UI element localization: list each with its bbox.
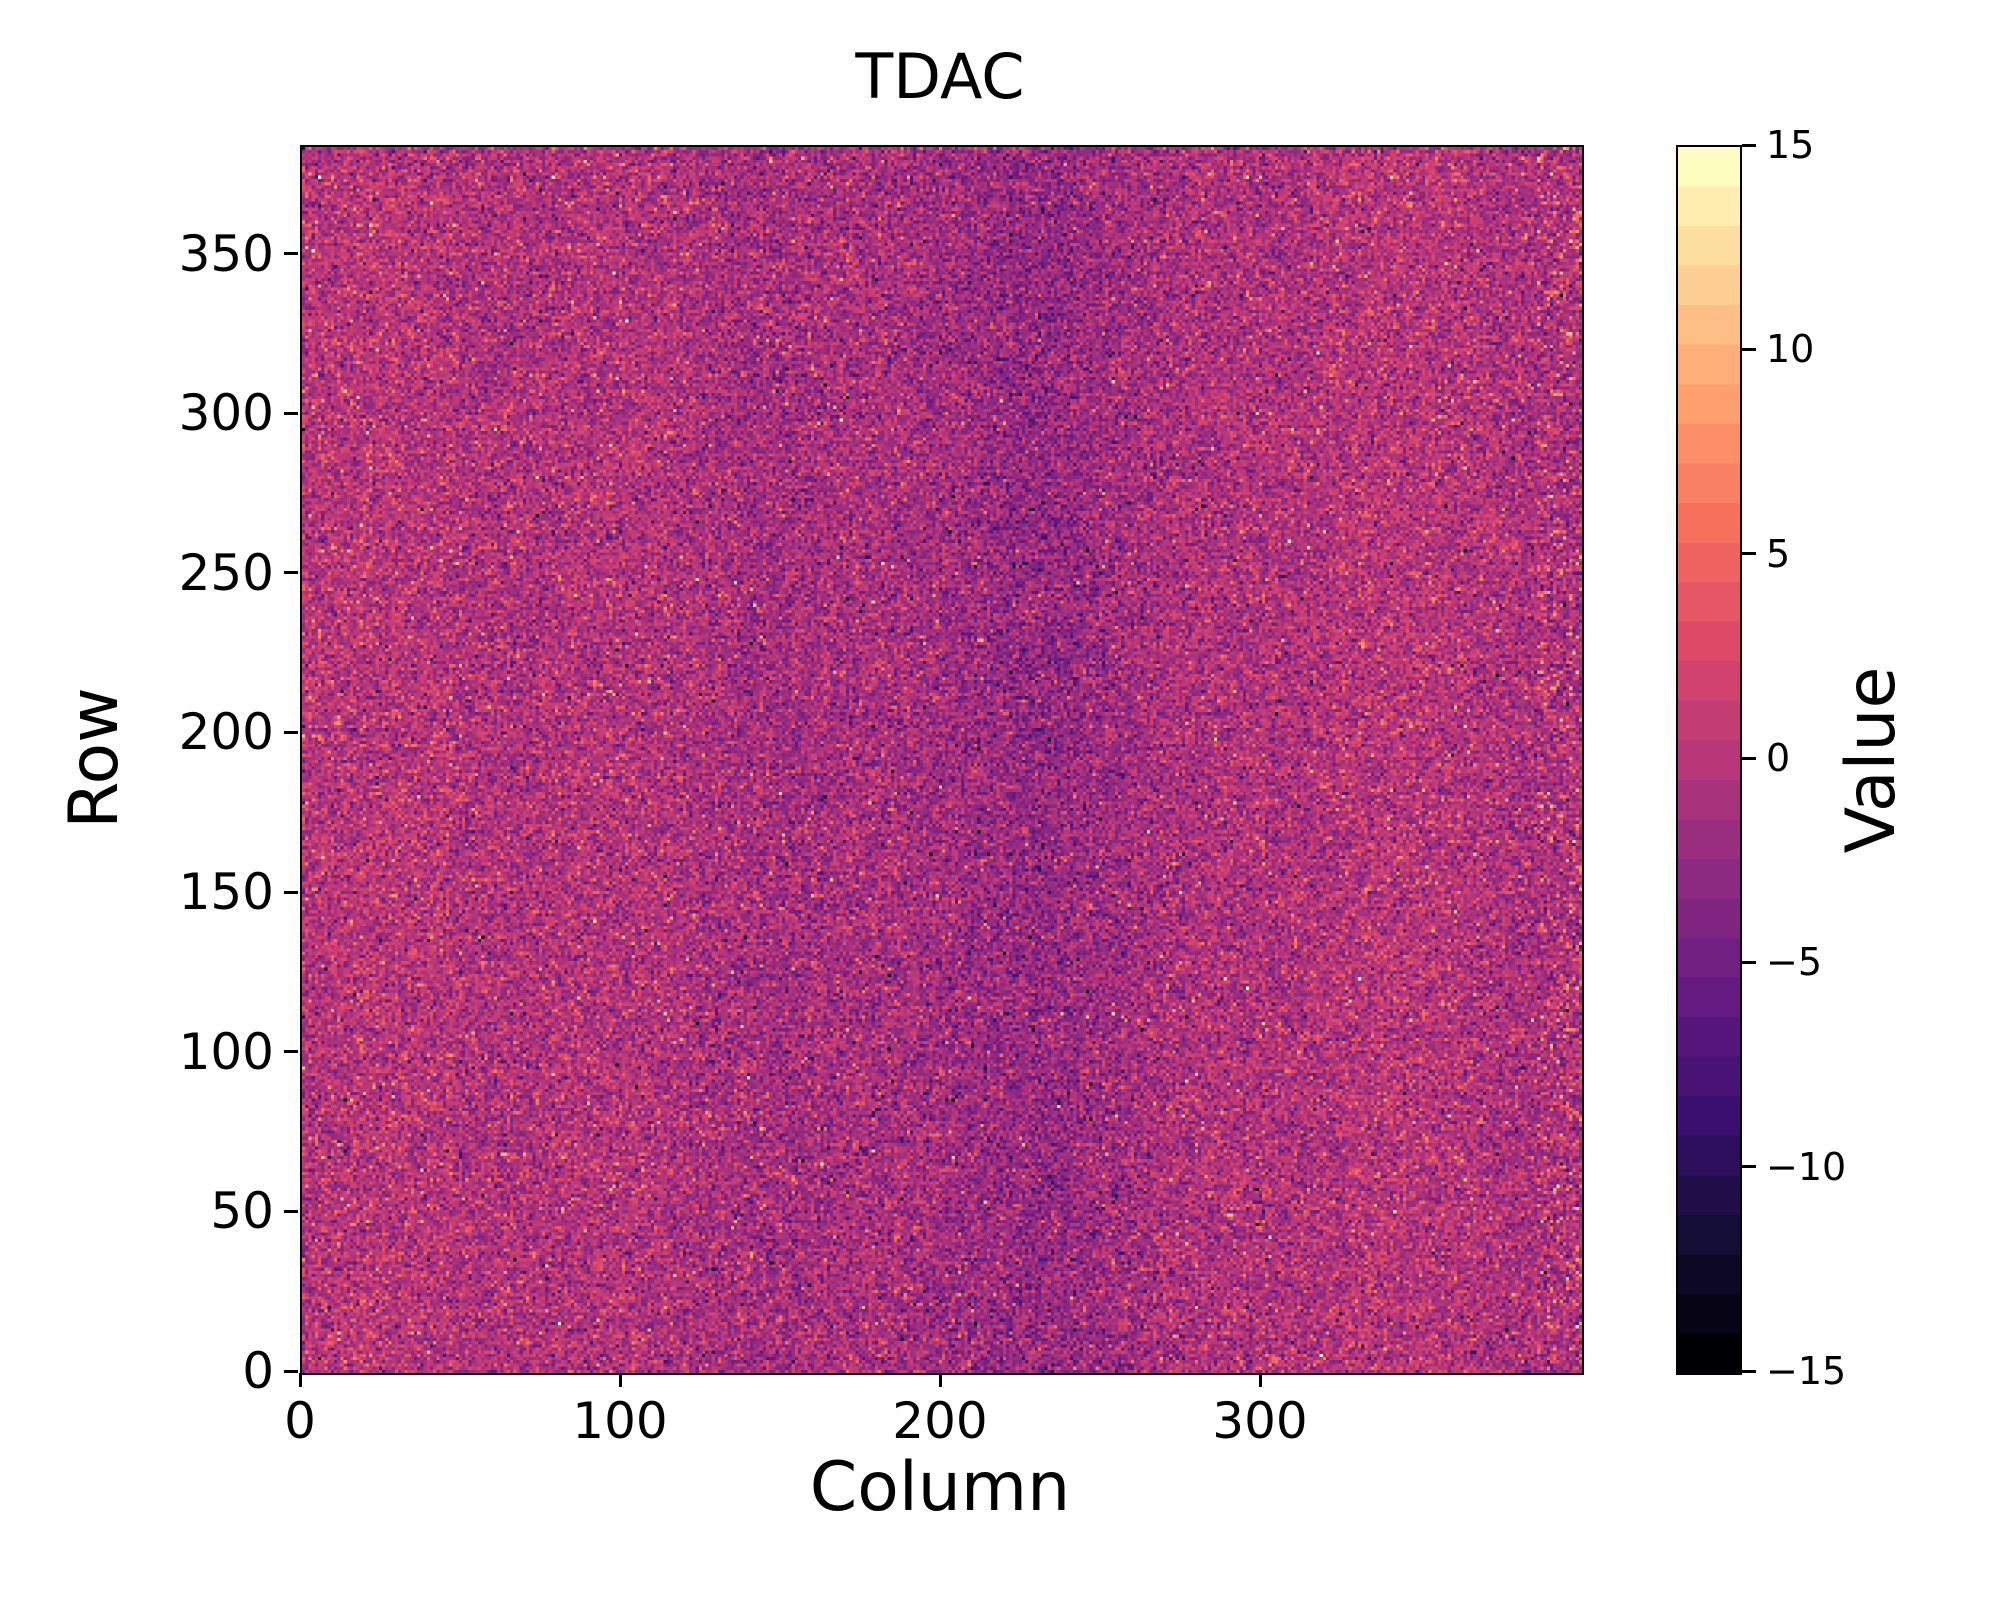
y-tick-label: 300	[178, 384, 274, 443]
colorbar-tick-label: 5	[1766, 531, 1791, 576]
x-axis-label: Column	[809, 1448, 1071, 1527]
colorbar-tick-mark	[1742, 347, 1756, 351]
heatmap-canvas	[302, 147, 1582, 1373]
y-tick-mark	[284, 890, 298, 894]
y-tick-mark	[284, 730, 298, 734]
y-tick-mark	[284, 1050, 298, 1054]
colorbar-tick-mark	[1742, 552, 1756, 556]
y-tick-label: 0	[242, 1342, 274, 1400]
colorbar-tick-label: −10	[1766, 1144, 1847, 1189]
x-tick-mark	[298, 1373, 302, 1387]
y-tick-label: 50	[210, 1182, 274, 1241]
colorbar-canvas	[1678, 147, 1740, 1373]
colorbar-tick-mark	[1742, 960, 1756, 964]
x-tick-mark	[1258, 1373, 1262, 1387]
y-tick-mark	[284, 411, 298, 415]
y-tick-label: 250	[178, 543, 274, 602]
x-tick-label: 0	[284, 1392, 316, 1450]
x-tick-mark	[938, 1373, 942, 1387]
colorbar-tick-mark	[1742, 143, 1756, 147]
colorbar-tick-label: 0	[1766, 736, 1791, 780]
y-tick-label: 200	[178, 703, 274, 762]
x-tick-label: 100	[572, 1392, 668, 1450]
colorbar-label: Value	[1832, 666, 1911, 854]
colorbar-tick-mark	[1742, 756, 1756, 760]
y-tick-mark	[284, 1369, 298, 1373]
colorbar-tick-label: 10	[1766, 327, 1815, 372]
colorbar-tick-mark	[1742, 1165, 1756, 1169]
y-tick-label: 100	[178, 1022, 274, 1081]
y-axis-label: Row	[55, 687, 134, 829]
x-tick-label: 300	[1212, 1392, 1308, 1450]
colorbar-tick-label: −5	[1766, 940, 1823, 985]
y-tick-mark	[284, 1209, 298, 1213]
y-tick-label: 150	[178, 863, 274, 922]
y-tick-mark	[284, 252, 298, 256]
x-tick-label: 200	[892, 1392, 988, 1450]
colorbar-tick-mark	[1742, 1369, 1756, 1373]
plot-area	[300, 145, 1584, 1375]
y-tick-mark	[284, 571, 298, 575]
y-tick-label: 350	[178, 224, 274, 283]
x-tick-mark	[618, 1373, 622, 1387]
colorbar	[1676, 145, 1742, 1375]
colorbar-tick-label: 15	[1766, 123, 1815, 167]
chart-title: TDAC	[855, 40, 1025, 113]
colorbar-tick-label: −15	[1766, 1349, 1847, 1393]
